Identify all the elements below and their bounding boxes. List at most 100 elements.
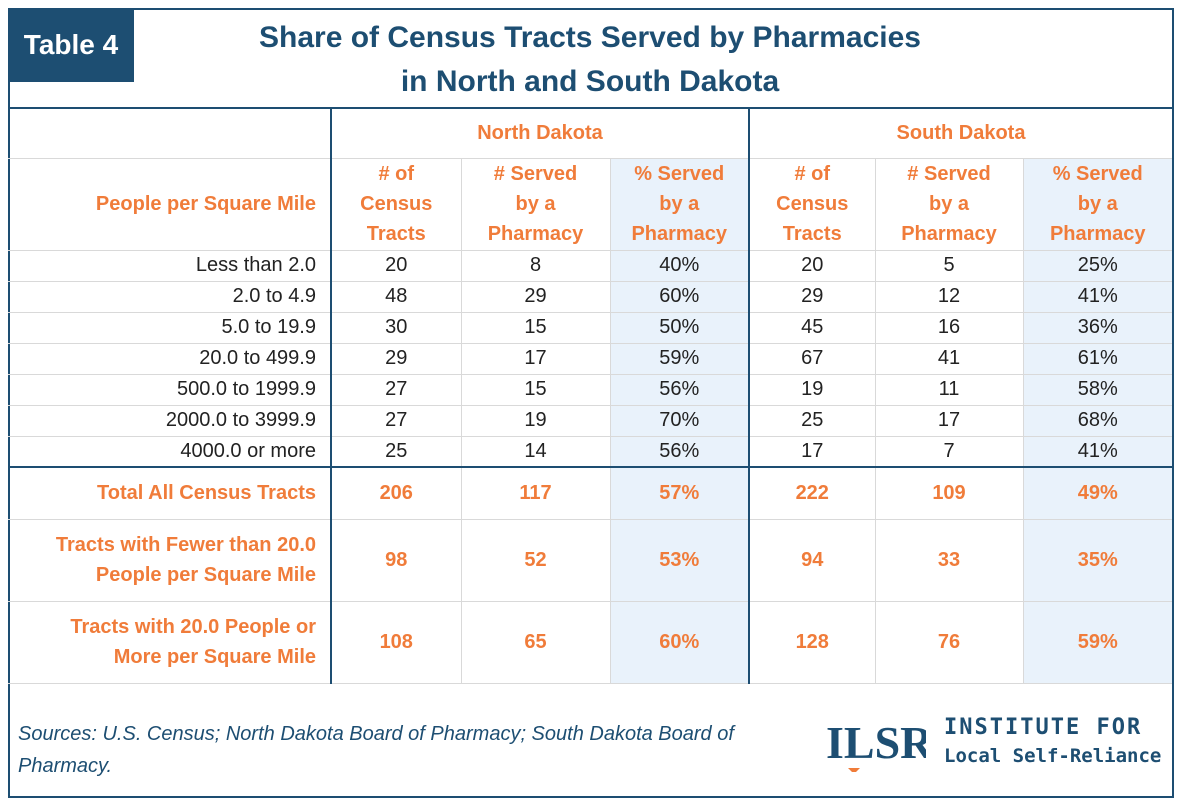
label-line: More per Square Mile	[113, 646, 316, 668]
header-line: Tracts	[782, 223, 842, 245]
sd-pct-cell: 61%	[1022, 342, 1172, 375]
nd-served-cell: 15	[460, 311, 611, 344]
total-row: Tracts with Fewer than 20.0 People per S…	[8, 518, 1172, 602]
nd-tracts-cell: 27	[330, 404, 462, 437]
label-line: Tracts with 20.0 People or	[70, 616, 316, 638]
badge-label: Table 4	[23, 29, 119, 60]
header-line: by a	[1077, 193, 1118, 215]
total-row-label: Total All Census Tracts	[8, 466, 332, 520]
sd-served-cell: 16	[874, 311, 1024, 344]
south-dakota-header: South Dakota	[748, 107, 1172, 159]
sd-pct-header: % Served by a Pharmacy	[1022, 157, 1172, 251]
nd-pct-cell: 56%	[609, 373, 750, 406]
sd-tracts-cell: 94	[748, 518, 876, 602]
sd-served-cell: 7	[874, 435, 1024, 468]
sd-pct-cell: 59%	[1022, 600, 1172, 684]
nd-served-header: # Served by a Pharmacy	[460, 157, 611, 251]
header-line: by a	[928, 193, 970, 215]
sd-tracts-header: # of Census Tracts	[748, 157, 876, 251]
row-label: 500.0 to 1999.9	[8, 373, 332, 406]
column-header-row: People per Square Mile # of Census Tract…	[8, 157, 1172, 251]
header-line: % Served	[634, 163, 725, 185]
nd-tracts-cell: 108	[330, 600, 462, 684]
total-row: Total All Census Tracts 206 117 57% 222 …	[8, 466, 1172, 520]
header-line: # of	[794, 163, 831, 185]
logo-mark-text: ILSR	[826, 717, 926, 768]
nd-tracts-cell: 98	[330, 518, 462, 602]
nd-pct-cell: 50%	[609, 311, 750, 344]
ilsr-logo: ILSR INSTITUTE FOR Local Self-Reliance	[826, 712, 1166, 772]
sd-tracts-cell: 29	[748, 280, 876, 313]
total-row: Tracts with 20.0 People or More per Squa…	[8, 600, 1172, 684]
header-line: # Served	[907, 163, 991, 185]
ilsr-logo-mark: ILSR	[826, 717, 926, 772]
sd-tracts-cell: 128	[748, 600, 876, 684]
nd-pct-cell: 60%	[609, 280, 750, 313]
table-row: Less than 2.0 20 8 40% 20 5 25%	[8, 249, 1172, 282]
nd-served-cell: 15	[460, 373, 611, 406]
group-header-row: North Dakota South Dakota	[8, 107, 1172, 159]
row-label-header: People per Square Mile	[8, 157, 332, 251]
header-line: # Served	[493, 163, 578, 185]
row-label: 2000.0 to 3999.9	[8, 404, 332, 437]
header-line: by a	[515, 193, 556, 215]
nd-served-cell: 17	[460, 342, 611, 375]
nd-tracts-header: # of Census Tracts	[330, 157, 462, 251]
sd-pct-cell: 58%	[1022, 373, 1172, 406]
nd-pct-header: % Served by a Pharmacy	[609, 157, 750, 251]
sd-pct-cell: 35%	[1022, 518, 1172, 602]
sd-tracts-cell: 19	[748, 373, 876, 406]
label-line: People per Square Mile	[95, 564, 316, 586]
nd-pct-cell: 70%	[609, 404, 750, 437]
nd-served-cell: 14	[460, 435, 611, 468]
nd-tracts-cell: 48	[330, 280, 462, 313]
row-label: 20.0 to 499.9	[8, 342, 332, 375]
header-line: Pharmacy	[631, 223, 728, 245]
logo-arrow-shape	[848, 768, 860, 772]
title-line-2: in North and South Dakota	[400, 65, 780, 98]
sd-pct-cell: 68%	[1022, 404, 1172, 437]
sd-pct-cell: 49%	[1022, 466, 1172, 520]
nd-pct-cell: 56%	[609, 435, 750, 468]
label-line: Tracts with Fewer than 20.0	[55, 534, 316, 556]
nd-served-cell: 65	[460, 600, 611, 684]
header-line: Pharmacy	[1049, 223, 1146, 245]
row-label: Less than 2.0	[8, 249, 332, 282]
table-row: 20.0 to 499.9 29 17 59% 67 41 61%	[8, 342, 1172, 375]
sd-tracts-cell: 20	[748, 249, 876, 282]
nd-pct-cell: 40%	[609, 249, 750, 282]
sd-tracts-cell: 45	[748, 311, 876, 344]
nd-served-cell: 52	[460, 518, 611, 602]
sd-served-cell: 41	[874, 342, 1024, 375]
nd-pct-cell: 57%	[609, 466, 750, 520]
header-line: % Served	[1052, 163, 1143, 185]
title-line-1: Share of Census Tracts Served by Pharmac…	[259, 21, 921, 54]
sd-tracts-cell: 17	[748, 435, 876, 468]
sd-tracts-cell: 222	[748, 466, 876, 520]
table-row: 500.0 to 1999.9 27 15 56% 19 11 58%	[8, 373, 1172, 406]
table-row: 2.0 to 4.9 48 29 60% 29 12 41%	[8, 280, 1172, 313]
logo-line-1: INSTITUTE FOR	[944, 715, 1143, 740]
sd-tracts-cell: 67	[748, 342, 876, 375]
table-row: 2000.0 to 3999.9 27 19 70% 25 17 68%	[8, 404, 1172, 437]
sd-tracts-cell: 25	[748, 404, 876, 437]
nd-tracts-cell: 20	[330, 249, 462, 282]
sd-pct-cell: 41%	[1022, 435, 1172, 468]
blank-corner-cell	[8, 107, 332, 159]
sd-served-cell: 109	[874, 466, 1024, 520]
table-row: 5.0 to 19.9 30 15 50% 45 16 36%	[8, 311, 1172, 344]
sd-served-cell: 5	[874, 249, 1024, 282]
header-line: Pharmacy	[487, 223, 584, 245]
sd-pct-cell: 41%	[1022, 280, 1172, 313]
total-row-label: Tracts with 20.0 People or More per Squa…	[8, 600, 332, 684]
logo-wordmark: INSTITUTE FOR Local Self-Reliance	[944, 714, 1161, 770]
table-row: 4000.0 or more 25 14 56% 17 7 41%	[8, 435, 1172, 468]
header-line: # of	[378, 163, 415, 185]
sd-pct-cell: 25%	[1022, 249, 1172, 282]
sd-served-cell: 17	[874, 404, 1024, 437]
sd-pct-cell: 36%	[1022, 311, 1172, 344]
nd-tracts-cell: 27	[330, 373, 462, 406]
nd-tracts-cell: 25	[330, 435, 462, 468]
north-dakota-header: North Dakota	[330, 107, 750, 159]
header-line: Tracts	[366, 223, 426, 245]
